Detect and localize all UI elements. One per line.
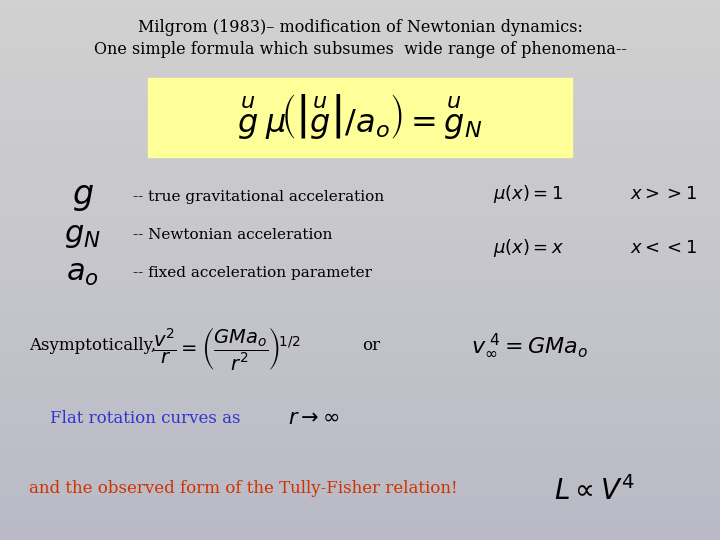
Text: -- Newtonian acceleration: -- Newtonian acceleration (133, 228, 333, 242)
Text: $g$: $g$ (72, 181, 94, 213)
Text: and the observed form of the Tully-Fisher relation!: and the observed form of the Tully-Fishe… (29, 480, 457, 497)
Text: -- fixed acceleration parameter: -- fixed acceleration parameter (133, 266, 372, 280)
Text: $g_N$: $g_N$ (64, 219, 102, 251)
Text: or: or (361, 337, 380, 354)
Text: $\mu(x) = x$: $\mu(x) = x$ (493, 238, 564, 259)
Text: Asymptotically,: Asymptotically, (29, 337, 156, 354)
Text: $x<<1$: $x<<1$ (630, 239, 697, 258)
FancyBboxPatch shape (148, 78, 572, 157)
Text: Flat rotation curves as: Flat rotation curves as (50, 410, 241, 427)
Text: $r \rightarrow \infty$: $r \rightarrow \infty$ (287, 409, 339, 428)
Text: $L \propto V^4$: $L \propto V^4$ (554, 476, 634, 507)
Text: $\mu(x) = 1$: $\mu(x) = 1$ (493, 184, 564, 205)
Text: $a_o$: $a_o$ (66, 257, 99, 288)
Text: $x>>1$: $x>>1$ (630, 185, 697, 204)
Text: -- true gravitational acceleration: -- true gravitational acceleration (133, 190, 384, 204)
Text: One simple formula which subsumes  wide range of phenomena--: One simple formula which subsumes wide r… (94, 40, 626, 57)
Text: $v_{\infty}^{\;4} = GMa_o$: $v_{\infty}^{\;4} = GMa_o$ (471, 332, 588, 359)
Text: $\overset{u}{g}\;\mu\!\left(\left|\overset{u}{g}\right|/a_o\right)=\overset{u}{g: $\overset{u}{g}\;\mu\!\left(\left|\overs… (237, 92, 483, 140)
Text: $\dfrac{v^2}{r} = \left(\dfrac{GMa_o}{r^2}\right)^{\!1/2}$: $\dfrac{v^2}{r} = \left(\dfrac{GMa_o}{r^… (153, 325, 301, 372)
Text: Milgrom (1983)– modification of Newtonian dynamics:: Milgrom (1983)– modification of Newtonia… (138, 19, 582, 36)
